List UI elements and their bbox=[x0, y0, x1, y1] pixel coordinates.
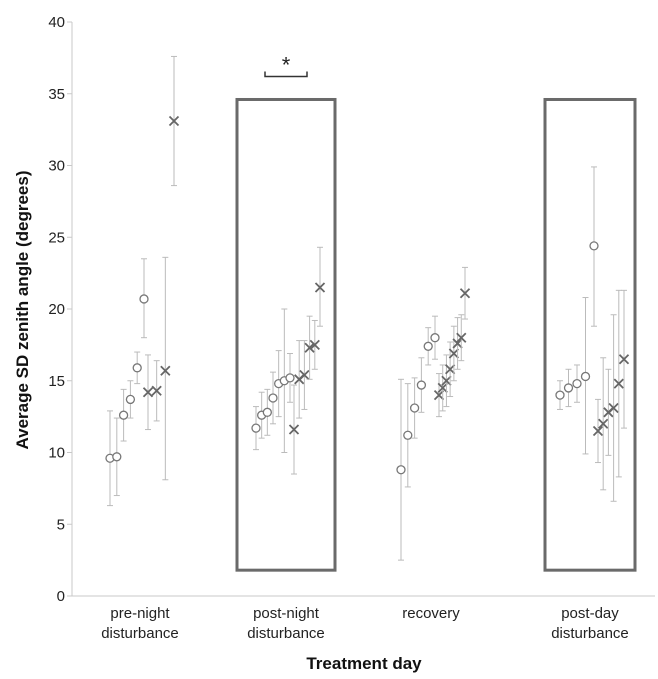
cross-point bbox=[613, 378, 624, 389]
cross-point bbox=[151, 385, 162, 396]
cross-point bbox=[314, 282, 326, 293]
circle-point bbox=[118, 410, 129, 420]
x-tick-label: post-day bbox=[561, 605, 619, 622]
circle-point bbox=[125, 394, 136, 405]
circle-point bbox=[416, 380, 427, 390]
circle-point bbox=[262, 407, 272, 417]
circle-point bbox=[403, 430, 413, 440]
x-tick-label: disturbance bbox=[247, 625, 325, 642]
highlight-boxes bbox=[235, 97, 637, 572]
y-tick-label: 5 bbox=[57, 516, 65, 533]
cross-point bbox=[299, 369, 310, 381]
cross-point bbox=[168, 115, 180, 127]
cross-point bbox=[309, 339, 320, 351]
axes bbox=[67, 21, 655, 597]
circle-point bbox=[572, 378, 582, 389]
circle-point bbox=[430, 333, 440, 343]
x-tick-label: recovery bbox=[402, 605, 460, 622]
cross-point bbox=[452, 338, 463, 349]
cross-point bbox=[304, 342, 315, 353]
circle-point bbox=[285, 373, 295, 383]
cross-point bbox=[608, 402, 619, 414]
cross-point bbox=[592, 425, 604, 437]
circle-point bbox=[589, 241, 599, 251]
y-axis-title: Average SD zenith angle (degrees) bbox=[13, 170, 32, 449]
circle-point bbox=[409, 403, 420, 413]
circle-point bbox=[555, 390, 565, 400]
circle-point bbox=[396, 465, 406, 475]
circle-point bbox=[580, 371, 591, 382]
significance-label: * bbox=[282, 53, 291, 78]
circle-point bbox=[139, 294, 149, 304]
cross-point bbox=[456, 332, 467, 343]
circle-point bbox=[268, 393, 278, 403]
y-tick-label: 40 bbox=[48, 14, 65, 31]
highlight-box bbox=[543, 97, 637, 572]
cross-point bbox=[445, 364, 456, 375]
data-marks bbox=[105, 55, 630, 561]
x-tick-label: disturbance bbox=[551, 625, 629, 642]
y-tick-label: 30 bbox=[48, 158, 65, 175]
y-tick-label: 25 bbox=[48, 229, 65, 246]
x-tick-label: post-night bbox=[253, 605, 320, 622]
cross-point bbox=[433, 389, 445, 401]
y-tick-label: 15 bbox=[48, 373, 65, 390]
cross-point bbox=[142, 387, 154, 398]
circle-point bbox=[423, 341, 433, 351]
highlight-box bbox=[235, 97, 337, 572]
cross-point bbox=[437, 382, 448, 394]
cross-point bbox=[598, 418, 609, 429]
y-tick-label: 0 bbox=[57, 588, 65, 605]
circle-point bbox=[563, 383, 574, 393]
cross-point bbox=[618, 354, 630, 365]
circle-point bbox=[132, 363, 142, 373]
cross-point bbox=[160, 365, 171, 376]
significance-bracket bbox=[264, 71, 308, 78]
cross-point bbox=[459, 288, 471, 299]
cross-point bbox=[441, 375, 452, 386]
cross-point bbox=[448, 348, 459, 359]
cross-point bbox=[288, 424, 300, 435]
circle-point bbox=[112, 452, 122, 462]
x-tick-label: pre-night bbox=[110, 605, 170, 622]
x-tick-label: disturbance bbox=[101, 625, 179, 642]
y-tick-label: 20 bbox=[48, 301, 65, 318]
labels: 0 5 10 15 20 25 30 35 40 pre-night disturbance post… bbox=[48, 14, 628, 642]
x-axis-title: Treatment day bbox=[306, 654, 422, 673]
y-tick-label: 35 bbox=[48, 86, 65, 103]
circle-point bbox=[251, 423, 261, 433]
y-tick-label: 10 bbox=[48, 445, 65, 462]
